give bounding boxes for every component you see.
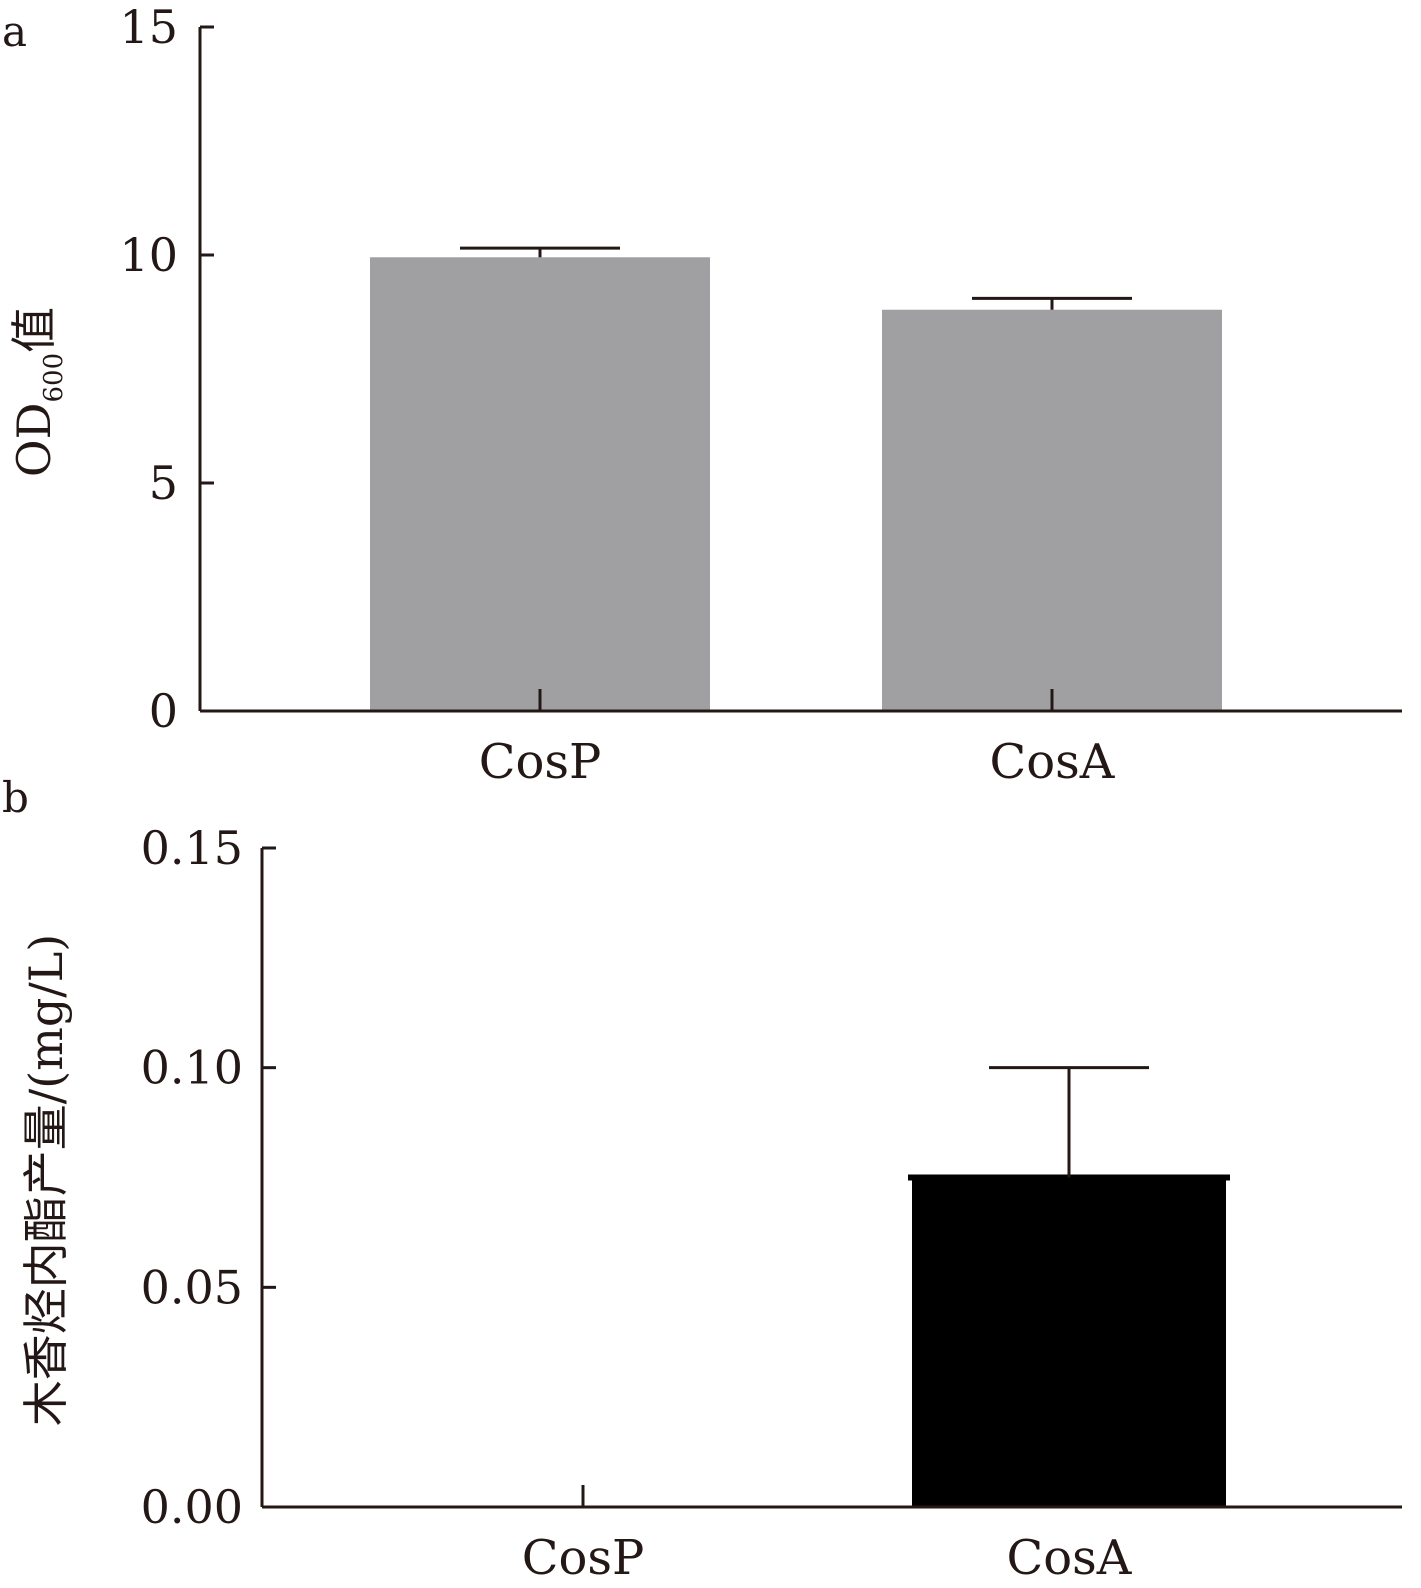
x-label-a-cosa: CosA [990, 734, 1116, 790]
y-tick-label-b-3: 0.15 [141, 821, 243, 875]
y-tick-label-b-1: 0.05 [141, 1260, 243, 1314]
bar-b-cosa [912, 1177, 1226, 1507]
y-axis-title-a: OD600值 [7, 307, 69, 477]
x-label-b-cosp: CosP [522, 1530, 645, 1586]
y-tick-label-b-0: 0.00 [141, 1480, 243, 1534]
y-tick-label-a-3: 15 [119, 0, 178, 54]
y-ticks-b: 0.00 0.05 0.10 0.15 [141, 821, 276, 1534]
axes-b [260, 848, 1402, 1509]
y-axis-title-b: 木香烃内酯产量/(mg/L) [19, 934, 73, 1427]
y-axis-title-suffix-a: 值 [7, 307, 61, 353]
error-bars-a [460, 246, 1132, 310]
panel-label-a: a [2, 7, 27, 56]
bar-a-cosa [882, 309, 1222, 711]
y-tick-label-a-0: 0 [149, 684, 178, 738]
y-axis-title-sub-a: 600 [39, 353, 69, 403]
bar-a-cosp [370, 257, 710, 711]
y-tick-label-b-2: 0.10 [141, 1041, 243, 1095]
error-bars-b [989, 1066, 1149, 1178]
chart-panel-a: a 0 5 10 15 CosP CosA OD600值 [2, 0, 1402, 790]
y-ticks-a: 0 5 10 15 [119, 0, 214, 738]
x-label-b-cosa: CosA [1007, 1530, 1133, 1586]
bars-b [581, 1174, 1230, 1507]
x-labels-b: CosP CosA [522, 1530, 1133, 1586]
bars-a [370, 257, 1222, 711]
y-tick-label-a-1: 5 [149, 456, 178, 510]
x-labels-a: CosP CosA [479, 734, 1116, 790]
axes-a [198, 27, 1402, 713]
panel-label-b: b [2, 773, 29, 822]
y-tick-label-a-2: 10 [119, 228, 178, 282]
x-label-a-cosp: CosP [479, 734, 602, 790]
chart-panel-b: b 0.00 0.05 0.10 0.15 CosP CosA 木香烃内酯产量/(mg/… [2, 773, 1402, 1586]
y-axis-title-main-a: OD [7, 403, 61, 478]
